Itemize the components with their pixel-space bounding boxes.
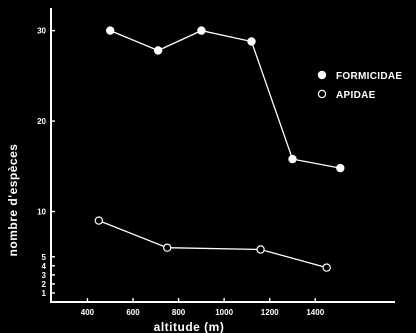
x-tick-label: 1000 (215, 308, 233, 317)
y-tick-label: 10 (37, 208, 46, 217)
x-tick-label: 800 (172, 308, 186, 317)
data-point-formicidae (153, 46, 163, 55)
data-point-formicidae (197, 26, 206, 35)
series-line-apidae (98, 219, 327, 269)
y-tick-label: 4 (42, 262, 47, 271)
x-tick-label: 1400 (306, 308, 324, 317)
y-axis-label: nombre d'espèces (6, 144, 20, 257)
data-point-formicidae (247, 37, 256, 46)
legend-label-apidae: APIDAE (336, 90, 376, 101)
legend: FORMICIDAE APIDAE (317, 70, 402, 101)
x-axis-label: altitude (m) (154, 320, 225, 333)
x-tick-label: 400 (81, 308, 95, 317)
y-tick-label: 5 (42, 253, 47, 262)
y-tick-label: 30 (37, 27, 46, 36)
data-point-apidae (322, 263, 331, 272)
series-line-formicidae (109, 29, 341, 169)
x-tick-label: 600 (126, 308, 140, 317)
x-tick-label: 1200 (261, 308, 279, 317)
data-point-formicidae (288, 154, 297, 164)
legend-marker-formicidae (317, 70, 327, 80)
legend-label-formicidae: FORMICIDAE (336, 71, 402, 82)
chart-axes (50, 8, 395, 303)
legend-marker-apidae (317, 89, 327, 99)
y-tick-label: 1 (42, 289, 47, 298)
data-point-apidae (256, 245, 265, 254)
x-ticks: 400 600 800 1000 1200 1400 (81, 298, 325, 317)
y-tick-label: 3 (42, 271, 47, 280)
data-point-formicidae (336, 163, 345, 173)
data-point-apidae (94, 216, 104, 225)
data-point-formicidae (105, 26, 115, 35)
y-tick-label: 2 (42, 280, 47, 289)
y-tick-label: 20 (37, 117, 46, 126)
data-point-apidae (162, 243, 172, 252)
series-layer (94, 26, 345, 272)
